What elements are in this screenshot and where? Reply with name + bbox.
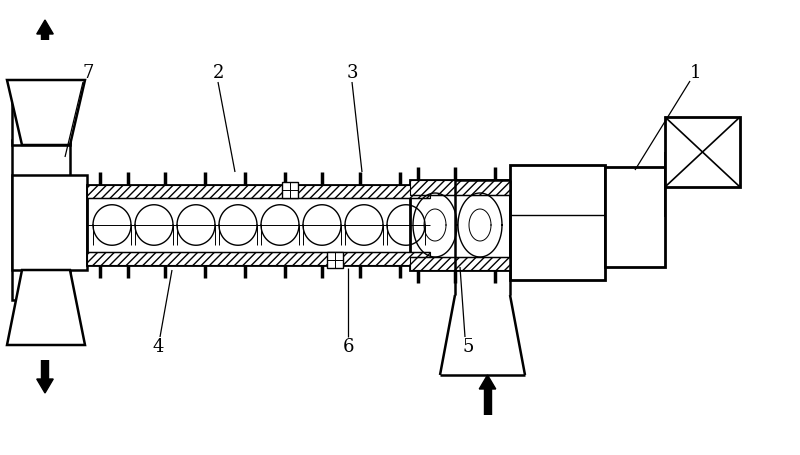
- Bar: [605, 167, 665, 267]
- Bar: [87, 185, 430, 198]
- Bar: [410, 180, 510, 270]
- Polygon shape: [37, 20, 54, 34]
- Text: 3: 3: [346, 64, 358, 82]
- Bar: [12, 80, 70, 145]
- Polygon shape: [37, 379, 54, 393]
- Bar: [410, 257, 510, 270]
- Polygon shape: [7, 80, 85, 145]
- Text: 5: 5: [462, 338, 474, 356]
- Text: 2: 2: [212, 64, 224, 82]
- Bar: [282, 182, 298, 198]
- Text: 6: 6: [342, 338, 354, 356]
- Bar: [12, 175, 87, 270]
- Text: 1: 1: [690, 64, 701, 82]
- Polygon shape: [479, 375, 496, 389]
- Bar: [410, 180, 510, 195]
- Bar: [87, 252, 430, 265]
- Bar: [510, 165, 605, 280]
- Text: 4: 4: [152, 338, 164, 356]
- Bar: [327, 252, 343, 268]
- Bar: [665, 117, 740, 187]
- Polygon shape: [7, 270, 85, 345]
- Bar: [87, 185, 430, 265]
- Text: 7: 7: [82, 64, 94, 82]
- Bar: [12, 140, 70, 300]
